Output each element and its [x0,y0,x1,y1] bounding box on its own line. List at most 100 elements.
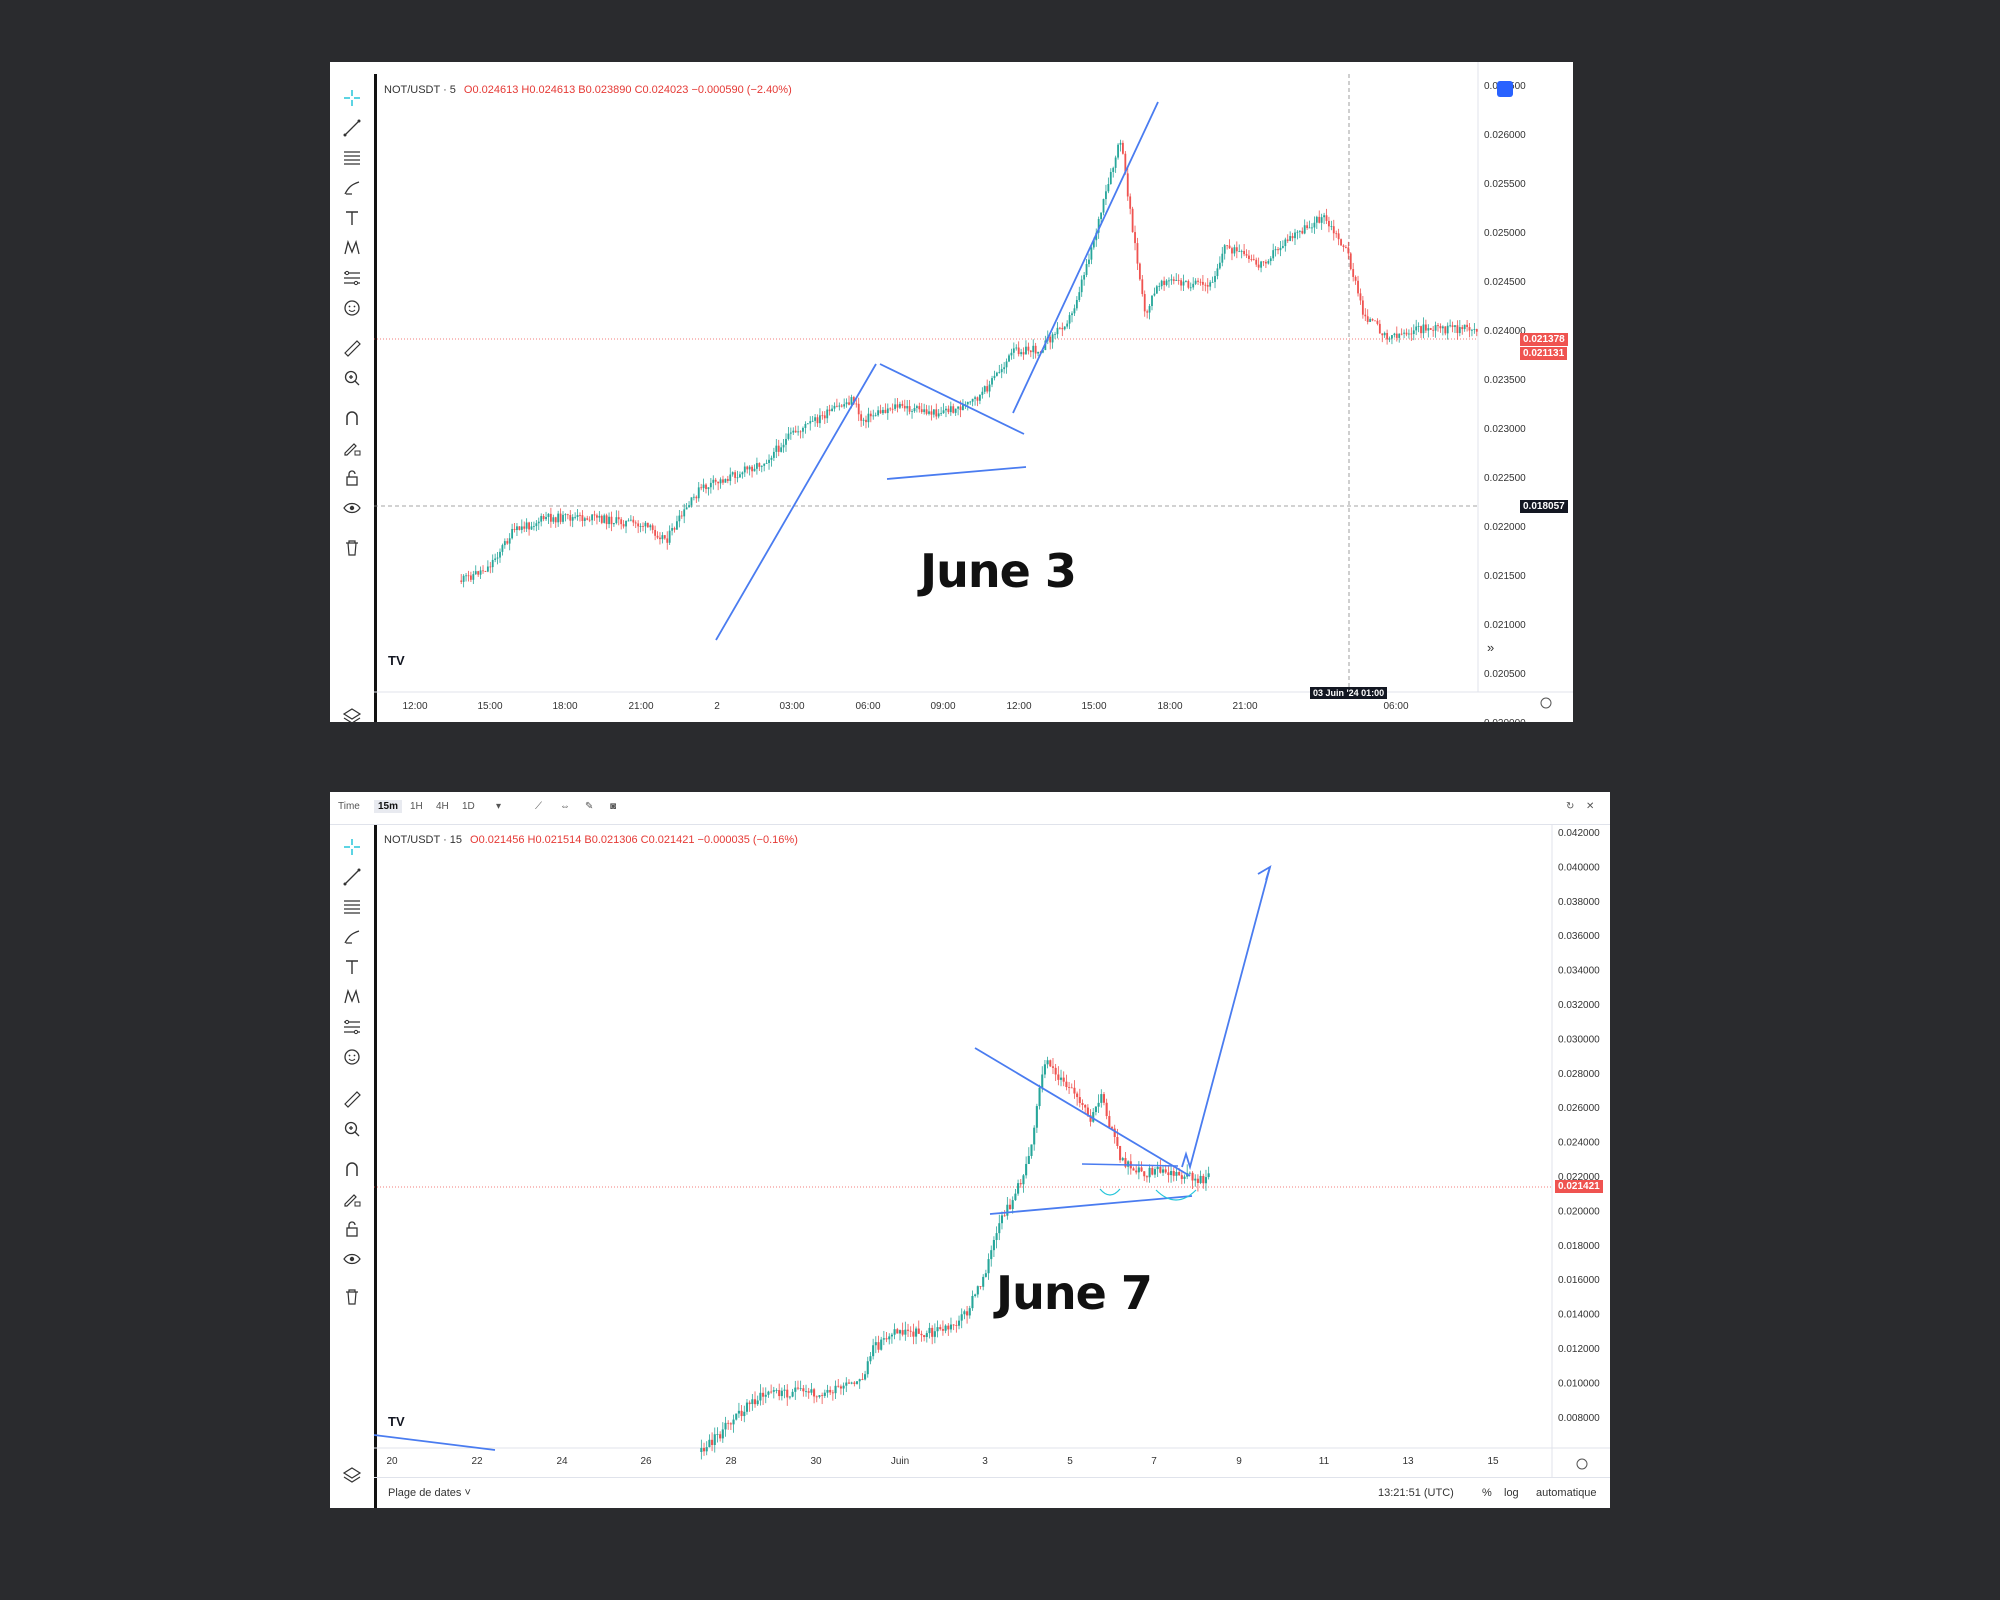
y-tick-label: 0.032000 [1558,1000,1600,1011]
candle-body [1245,254,1248,256]
candle-body [1393,333,1396,336]
candle-body [1473,329,1476,330]
candle-body [513,528,516,531]
magnet-icon[interactable] [342,1159,362,1179]
forecast-icon[interactable] [342,268,362,288]
close-icon[interactable]: ✕ [1586,801,1595,812]
edit-icon[interactable]: ✎ [585,801,594,812]
candle-body [1291,236,1294,239]
candle-body [1014,1193,1017,1201]
candle-body [1248,255,1250,260]
candle-body [1049,1060,1052,1067]
zoom-icon[interactable] [342,368,362,388]
candle-body [882,1338,885,1340]
brush-icon[interactable] [342,178,362,198]
fib-icon[interactable] [342,897,362,917]
candle-body [644,522,647,527]
candle-body [823,1392,826,1396]
auto-toggle[interactable]: automatique [1536,1487,1597,1499]
y-tick-label: 0.026000 [1484,130,1526,141]
candle-body [1100,1094,1103,1103]
timeframe-1h[interactable]: 1H [410,801,423,812]
candle-body [995,1233,998,1240]
text-icon[interactable] [342,957,362,977]
candle-body [528,522,530,530]
symbol-label: NOT/USDT · 5 [384,84,456,96]
layers-icon[interactable] [342,1465,362,1485]
zoom-icon[interactable] [342,1119,362,1139]
candlestick-chart[interactable]: 0.0265000.0260000.0255000.0250000.024500… [330,62,1573,722]
candle-body [1112,167,1115,172]
trend-line-icon[interactable] [342,867,362,887]
candle-body [850,1382,853,1384]
candle-body [794,430,797,433]
candle-body [1135,1170,1138,1173]
candle-body [724,478,727,483]
eye-icon[interactable] [342,498,362,518]
timeframe-15m[interactable]: 15m [374,800,403,813]
candle-body [671,528,673,531]
brush-icon[interactable] [342,927,362,947]
candle-body [1449,325,1452,327]
emoji-icon[interactable] [342,298,362,318]
fib-icon[interactable] [342,148,362,168]
lock-icon[interactable] [342,468,362,488]
candle-body [1412,330,1415,335]
candle-body [1371,319,1374,321]
candle-body [722,479,724,483]
candle-body [608,516,610,525]
camera-icon[interactable]: ◙ [610,801,617,812]
eye-icon[interactable] [342,1249,362,1269]
lock-drawing-icon[interactable] [342,1189,362,1209]
refresh-icon[interactable]: ↻ [1566,801,1575,812]
y-tick-label: 0.010000 [1558,1378,1600,1389]
candlestick-chart[interactable]: 0.042000 0.040000 0.038000 0.036000 0.034000… [330,792,1610,1508]
forecast-icon[interactable] [342,1017,362,1037]
y-tick-label: 0.036000 [1558,931,1600,942]
ruler-icon[interactable] [342,1089,362,1109]
trash-icon[interactable] [342,538,362,558]
candle-body [885,1338,888,1340]
candle-body [969,401,972,403]
arrow-head-drawing [1257,865,1272,881]
crosshair-icon[interactable] [342,88,362,108]
candle-body [1374,320,1376,322]
timeframe-1d[interactable]: 1D [462,801,475,812]
candle-body [1049,336,1052,343]
candle-body [952,406,955,413]
candle-body [518,526,521,530]
date-range-button[interactable]: Plage de dates ˅ [388,1487,471,1499]
chart-type-icon[interactable]: ⟋ [535,801,542,812]
text-icon[interactable] [342,208,362,228]
pattern-icon[interactable] [342,238,362,258]
crosshair-icon[interactable] [342,837,362,857]
candle-body [1059,1077,1063,1080]
candle-body [1043,1064,1046,1075]
candle-body [806,423,809,425]
timeframe-dropdown[interactable]: ▾ [496,801,502,812]
lock-icon[interactable] [342,1219,362,1239]
emoji-icon[interactable] [342,1047,362,1067]
crosshair-time-tag: 03 Juin '24 01:00 [1310,687,1388,699]
log-toggle[interactable]: log [1504,1487,1519,1499]
pattern-icon[interactable] [342,987,362,1007]
y-tick-label: 0.034000 [1558,966,1600,977]
lock-drawing-icon[interactable] [342,438,362,458]
candle-body [1129,196,1132,209]
candle-body [1349,253,1352,270]
timeframe-4h[interactable]: 4H [436,801,449,812]
layers-icon[interactable] [342,706,362,722]
candle-body [984,1273,987,1277]
candle-body [1056,327,1059,335]
settings-icon [1540,697,1552,709]
trend-line-icon[interactable] [342,118,362,138]
candle-body [1456,325,1459,334]
compare-icon[interactable]: ⇔ [560,801,570,812]
ruler-icon[interactable] [342,338,362,358]
candle-body [593,514,596,516]
trash-icon[interactable] [342,1287,362,1307]
percent-toggle[interactable]: % [1482,1487,1492,1499]
magnet-icon[interactable] [342,408,362,428]
candle-body [1105,1102,1108,1117]
candle-body [751,1399,754,1405]
